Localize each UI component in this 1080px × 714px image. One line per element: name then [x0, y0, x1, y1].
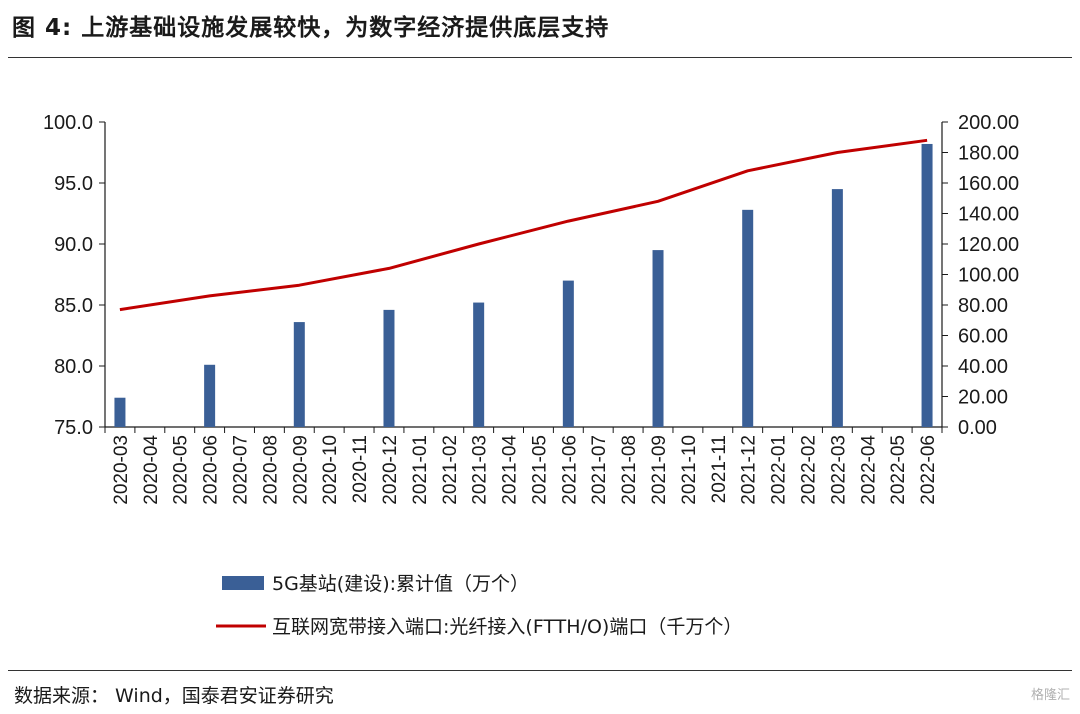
x-tick-label: 2021-03 — [470, 435, 491, 505]
x-tick-label: 2021-01 — [410, 435, 431, 505]
combo-chart: 75.0 80.0 85.0 90.0 95.0 100.0 0.00 20.00 40.00 6… — [43, 112, 1019, 638]
x-tick-label: 2021-11 — [709, 435, 730, 503]
axes-layer: 75.0 80.0 85.0 90.0 95.0 100.0 0.00 20.00 40.00 6… — [43, 112, 1019, 505]
right-tick-label: 80.00 — [958, 295, 1008, 317]
line-layer — [119, 138, 928, 312]
left-tick-label: 75.0 — [54, 417, 93, 439]
fiber-port-line — [119, 138, 928, 312]
x-tick-label: 2022-05 — [888, 435, 909, 505]
x-tick-label: 2021-07 — [589, 435, 610, 505]
x-tick-label: 2021-09 — [649, 435, 670, 505]
bar — [921, 143, 933, 427]
x-tick-label: 2022-06 — [918, 435, 939, 505]
right-tick-label: 140.00 — [958, 204, 1019, 226]
left-tick-label: 100.0 — [43, 112, 93, 134]
left-tick-label: 80.0 — [54, 356, 93, 378]
x-tick-label: 2020-07 — [231, 435, 252, 505]
x-tick-label: 2022-01 — [769, 435, 790, 505]
x-tick-label: 2021-12 — [739, 435, 760, 505]
watermark: 格隆汇 — [1030, 688, 1070, 703]
bar — [742, 209, 754, 427]
bar — [562, 280, 574, 427]
x-tick-label: 2021-06 — [559, 435, 580, 505]
x-tick-label: 2020-03 — [111, 435, 132, 505]
x-tick-label: 2021-04 — [500, 435, 521, 505]
x-tick-label: 2022-04 — [858, 435, 879, 505]
bar — [652, 250, 664, 427]
x-tick-label: 2021-10 — [679, 435, 700, 505]
bar — [831, 189, 843, 427]
bar — [293, 322, 305, 427]
bar — [114, 397, 126, 427]
x-tick-label: 2020-09 — [290, 435, 311, 505]
right-tick-label: 200.00 — [958, 112, 1019, 134]
data-source: 数据来源： Wind，国泰君安证券研究 — [14, 685, 334, 707]
top-divider — [8, 57, 1072, 58]
x-tick-label: 2022-03 — [828, 435, 849, 505]
right-tick-label: 20.00 — [958, 387, 1008, 409]
x-tick-label: 2021-08 — [619, 435, 640, 505]
x-tick-label: 2021-05 — [529, 435, 550, 505]
x-tick-label: 2021-02 — [440, 435, 461, 505]
bar — [473, 302, 485, 427]
x-tick-label: 2020-11 — [350, 435, 371, 503]
right-tick-label: 60.00 — [958, 326, 1008, 348]
x-tick-label: 2020-10 — [320, 435, 341, 505]
right-tick-label: 120.00 — [958, 234, 1019, 256]
right-tick-label: 180.00 — [958, 143, 1019, 165]
right-tick-label: 0.00 — [958, 417, 997, 439]
legend-bar-label: 5G基站(建设):累计值（万个） — [272, 573, 529, 595]
left-tick-label: 95.0 — [54, 173, 93, 195]
right-tick-label: 100.00 — [958, 265, 1019, 287]
left-tick-label: 90.0 — [54, 234, 93, 256]
legend: 5G基站(建设):累计值（万个） 互联网宽带接入端口:光纤接入(FTTH/O)端… — [216, 573, 742, 638]
x-tick-label: 2022-02 — [798, 435, 819, 505]
bar — [383, 309, 395, 427]
legend-bar-swatch — [222, 576, 264, 590]
bottom-divider — [8, 670, 1072, 671]
x-tick-label: 2020-06 — [201, 435, 222, 505]
x-tick-label: 2020-04 — [141, 435, 162, 505]
bars-layer — [114, 143, 933, 427]
x-tick-label: 2020-08 — [260, 435, 281, 505]
legend-line-label: 互联网宽带接入端口:光纤接入(FTTH/O)端口（千万个） — [272, 616, 742, 638]
left-tick-label: 85.0 — [54, 295, 93, 317]
bar — [204, 364, 216, 427]
x-tick-label: 2020-12 — [380, 435, 401, 505]
x-tick-label: 2020-05 — [171, 435, 192, 505]
right-tick-label: 40.00 — [958, 356, 1008, 378]
right-tick-label: 160.00 — [958, 173, 1019, 195]
chart-title: 图 4: 上游基础设施发展较快，为数字经济提供底层支持 — [12, 15, 610, 41]
